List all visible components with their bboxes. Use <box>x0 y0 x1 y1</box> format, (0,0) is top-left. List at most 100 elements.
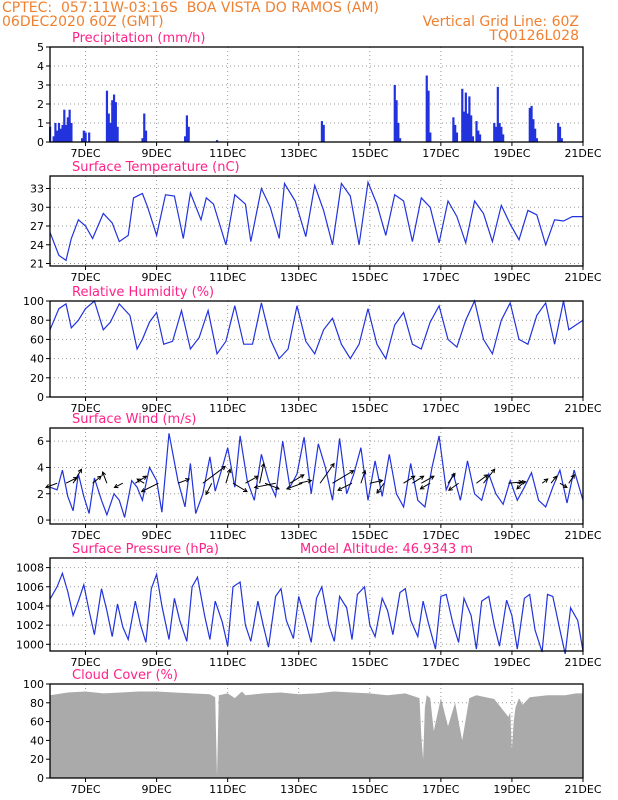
x-tick-label: 13DEC <box>280 656 317 669</box>
wind-arrow-head <box>490 468 496 474</box>
wind-arrow <box>360 470 366 484</box>
wind-arrow <box>516 482 523 490</box>
panel-0 <box>46 46 584 146</box>
wind-arrow-head <box>253 484 259 490</box>
precip-bar <box>105 90 109 142</box>
panel-3 <box>44 427 584 528</box>
wind-arrow-head <box>101 471 107 477</box>
wind-arrow-head <box>254 475 259 480</box>
wind-arrow-head <box>226 468 232 474</box>
x-tick-label: 21DEC <box>564 147 601 160</box>
x-tick-label: 7DEC <box>70 271 100 284</box>
x-tick-label: 7DEC <box>70 147 100 160</box>
y-tick-label: 0 <box>37 514 44 527</box>
wind-arrow <box>568 474 575 484</box>
x-tick-label: 13DEC <box>280 402 317 415</box>
x-tick-label: 15DEC <box>351 271 388 284</box>
panel-title: Surface Temperature (nC) <box>72 160 240 175</box>
y-tick-label: 24 <box>30 239 44 252</box>
x-tick-label: 19DEC <box>493 783 530 796</box>
x-tick-label: 15DEC <box>351 656 388 669</box>
x-tick-label: 19DEC <box>493 147 530 160</box>
y-tick-label: 0 <box>37 391 44 404</box>
precip-bar <box>534 128 537 142</box>
cloud-cover-area <box>50 691 583 778</box>
wind-arrow <box>254 482 276 488</box>
panel-frame <box>49 427 584 525</box>
x-tick-label: 15DEC <box>351 147 388 160</box>
precip-bar <box>52 136 55 142</box>
wind-arrow-head <box>97 475 102 481</box>
y-tick-label: 33 <box>30 183 44 196</box>
y-tick-label: 1002 <box>16 619 44 632</box>
precip-bar <box>114 102 117 142</box>
precip-bar <box>454 124 457 142</box>
panel-frame <box>49 683 584 779</box>
precip-bar <box>498 123 501 142</box>
wind-arrow <box>92 475 102 484</box>
x-tick-label: 21DEC <box>564 656 601 669</box>
wind-arrow <box>508 481 523 484</box>
y-tick-label: 1008 <box>16 562 44 575</box>
wind-arrow-head <box>330 462 335 468</box>
series-line <box>49 299 584 361</box>
precip-bar <box>63 109 66 142</box>
panel-annotation: Model Altitude: 46.9343 m <box>300 542 473 557</box>
wind-arrow <box>135 475 147 484</box>
y-tick-label: 0 <box>37 136 44 149</box>
precip-bar <box>70 123 73 142</box>
precip-bar <box>54 123 57 142</box>
precip-bar <box>425 75 428 142</box>
x-tick-label: 9DEC <box>142 147 172 160</box>
x-tick-label: 13DEC <box>280 147 317 160</box>
precip-bar <box>82 130 85 142</box>
precip-bar <box>393 85 396 142</box>
y-tick-label: 1000 <box>16 638 44 651</box>
x-tick-label: 17DEC <box>422 529 459 542</box>
precip-bar <box>427 90 430 142</box>
precip-bar <box>496 86 499 142</box>
x-tick-label: 17DEC <box>422 271 459 284</box>
wind-arrow <box>102 471 108 484</box>
precip-bar <box>395 100 398 142</box>
wind-arrow-head <box>299 474 305 479</box>
y-tick-label: 1 <box>37 117 44 130</box>
precip-bar <box>184 136 187 142</box>
wind-arrow-head <box>570 473 575 479</box>
wind-arrow-head <box>419 485 425 490</box>
wind-arrow <box>45 482 58 488</box>
precip-bar <box>116 126 119 142</box>
y-tick-label: 20 <box>30 372 44 385</box>
x-tick-label: 17DEC <box>422 402 459 415</box>
precip-bar <box>502 134 505 142</box>
y-tick-label: 1006 <box>16 581 44 594</box>
x-tick-label: 7DEC <box>70 529 100 542</box>
wind-arrow-head <box>285 485 291 490</box>
wind-arrow <box>403 475 416 484</box>
y-tick-label: 100 <box>23 678 44 691</box>
x-tick-label: 11DEC <box>209 147 246 160</box>
series-line <box>49 571 584 655</box>
wind-arrow-head <box>543 478 549 483</box>
precip-bar <box>471 136 475 142</box>
wind-arrow-head <box>337 486 343 491</box>
x-tick-label: 11DEC <box>209 783 246 796</box>
precip-bar <box>56 130 59 142</box>
y-tick-label: 40 <box>30 734 44 747</box>
wind-arrow-head <box>518 479 524 485</box>
wind-arrow <box>205 483 213 495</box>
precip-bar <box>111 100 114 142</box>
precip-bar <box>59 128 62 142</box>
wind-arrow <box>476 474 488 484</box>
precip-bar <box>64 124 68 142</box>
wind-arrow <box>298 479 312 484</box>
x-tick-label: 21DEC <box>564 271 601 284</box>
y-tick-label: 21 <box>30 258 44 271</box>
precip-bar <box>466 113 469 142</box>
wind-arrow-head <box>77 468 83 474</box>
y-tick-label: 2 <box>37 488 44 501</box>
x-tick-label: 21DEC <box>564 783 601 796</box>
wind-arrow-head <box>349 470 355 475</box>
panel-title: Surface Pressure (hPa) <box>72 542 219 557</box>
wind-arrow <box>202 466 226 484</box>
